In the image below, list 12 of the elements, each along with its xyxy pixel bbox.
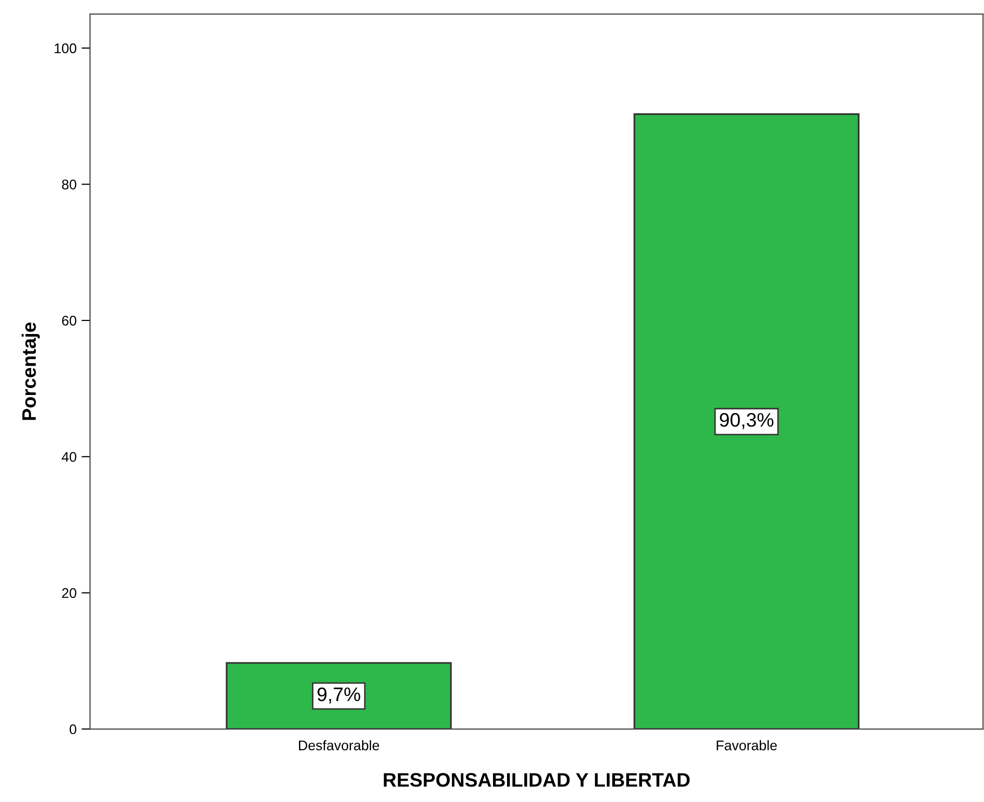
y-tick-label: 40 [62,452,76,462]
y-tick-label: 20 [62,588,76,598]
x-tick-label: Favorable [716,740,777,750]
y-axis-title: Porcentaje [22,322,40,420]
data-label: 9,7% [318,687,360,704]
data-label: 90,3% [720,413,774,430]
y-tick-label: 100 [54,43,76,54]
x-tick-label: Desfavorable [298,740,380,750]
y-tick-label: 80 [62,180,76,190]
y-tick-label: 0 [70,724,76,734]
y-tick-label: 60 [62,316,76,326]
x-axis-title: RESPONSABILIDAD Y LIBERTAD [384,773,690,787]
